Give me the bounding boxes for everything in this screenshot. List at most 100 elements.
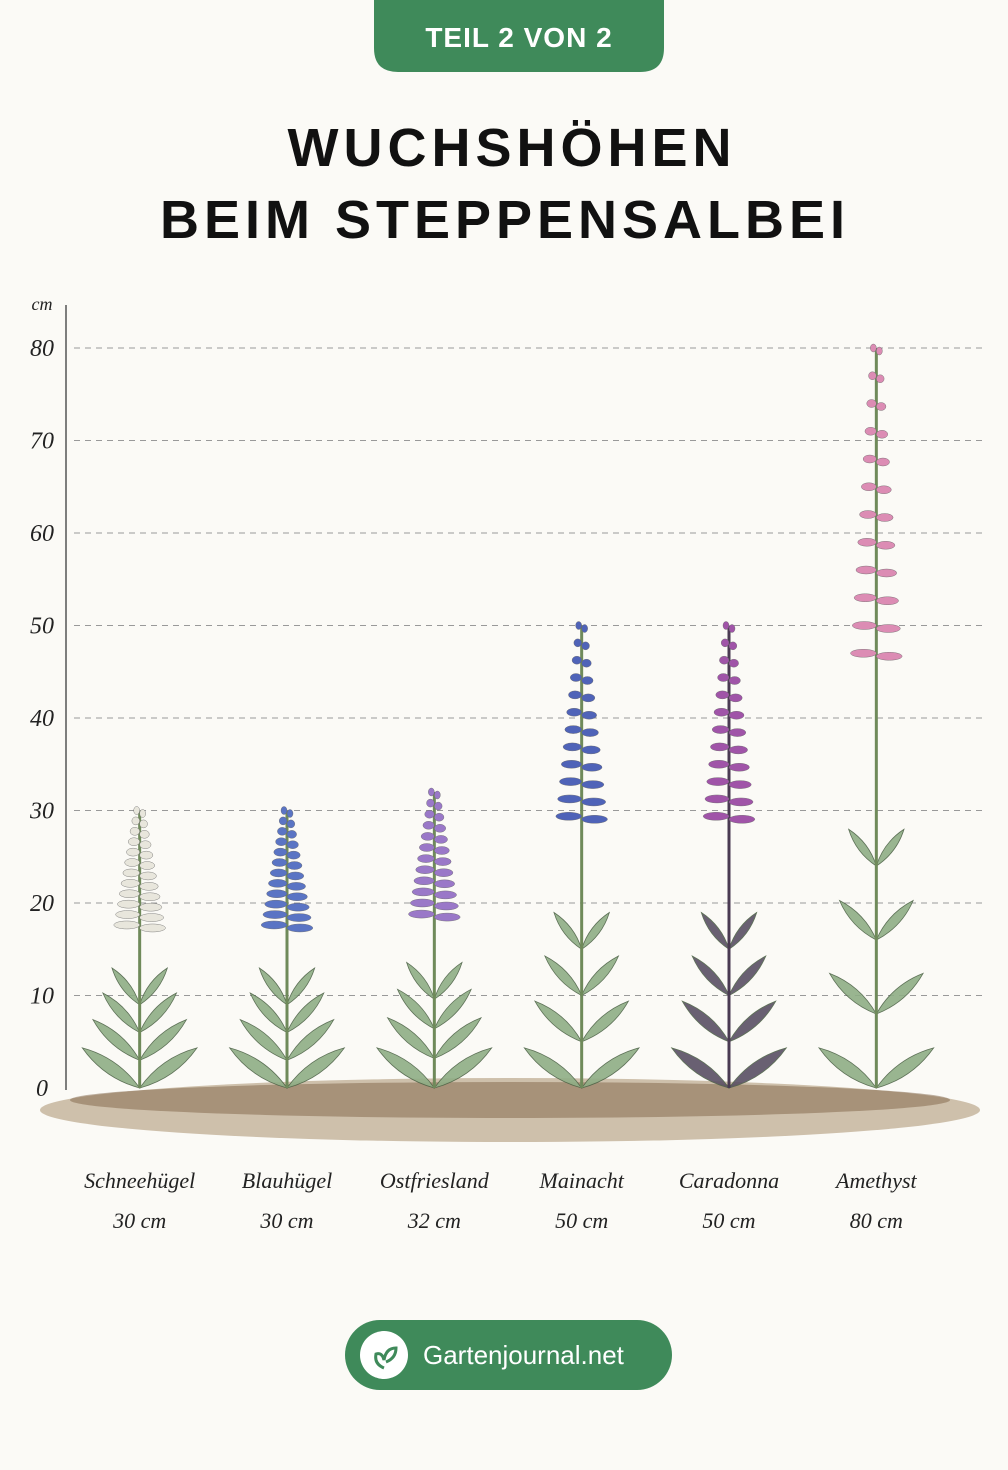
flower <box>261 920 288 930</box>
flower <box>876 374 885 383</box>
flower <box>870 343 877 353</box>
flower <box>139 850 154 860</box>
flower <box>131 816 140 826</box>
flower <box>571 655 582 665</box>
leaf <box>553 911 583 951</box>
title-line: WUCHSHÖHEN <box>288 118 737 178</box>
leaf <box>138 1047 198 1089</box>
x-tick-label: Ostfriesland <box>380 1168 490 1193</box>
leaf <box>286 1018 335 1062</box>
leaf <box>818 1047 878 1089</box>
flower <box>286 819 296 829</box>
x-tick-label: Amethyst <box>834 1168 918 1193</box>
y-tick-label: 60 <box>30 521 54 547</box>
flower <box>139 809 146 818</box>
leaf <box>249 992 288 1034</box>
flower <box>426 798 435 808</box>
flower <box>279 816 288 826</box>
flower <box>876 596 899 605</box>
flower <box>876 624 901 633</box>
flower <box>434 813 445 822</box>
flower <box>126 847 140 857</box>
flower <box>728 624 736 633</box>
flower <box>410 898 435 908</box>
flower <box>428 787 435 797</box>
leaf <box>286 992 325 1034</box>
flower <box>864 427 877 436</box>
flower <box>415 865 435 874</box>
flower <box>434 901 459 911</box>
flower <box>581 745 601 755</box>
flower <box>715 690 730 700</box>
soil <box>70 1082 950 1118</box>
flower <box>557 794 582 804</box>
flower <box>868 371 877 380</box>
flower <box>581 658 592 668</box>
leaf <box>239 1018 288 1062</box>
leaf <box>580 911 611 951</box>
flower <box>728 797 754 807</box>
flower <box>711 725 730 734</box>
flower <box>855 565 877 575</box>
logo-icon <box>374 1346 398 1370</box>
flower <box>866 399 877 408</box>
value-label: 80 cm <box>850 1208 903 1233</box>
flower <box>876 457 890 467</box>
flower <box>853 593 877 602</box>
flower <box>862 454 877 464</box>
flower <box>139 892 161 901</box>
leaf <box>847 828 878 867</box>
flower <box>264 899 288 909</box>
leaf <box>580 955 620 997</box>
flower <box>581 815 608 824</box>
leaf <box>111 967 141 1006</box>
flower <box>434 868 454 877</box>
leaf <box>386 1016 436 1060</box>
flower <box>566 708 582 717</box>
y-tick-label: 0 <box>36 1076 48 1102</box>
y-tick-label: 10 <box>30 984 54 1010</box>
flower <box>133 806 140 815</box>
flower <box>128 837 140 846</box>
flower <box>286 882 306 891</box>
flower <box>852 621 877 630</box>
flower <box>275 837 288 846</box>
leaf <box>875 828 905 867</box>
flower <box>286 871 304 881</box>
flower <box>286 892 308 901</box>
flower <box>139 861 155 870</box>
value-label: 30 cm <box>259 1208 313 1233</box>
flower <box>434 879 455 888</box>
leaf <box>875 972 925 1015</box>
flower <box>139 819 148 829</box>
flower <box>139 913 164 922</box>
flower <box>286 902 310 912</box>
flower <box>280 806 288 815</box>
flower <box>555 812 582 821</box>
flower <box>286 913 312 922</box>
leaf <box>258 967 288 1006</box>
flower <box>581 641 590 651</box>
value-label: 30 cm <box>112 1208 166 1233</box>
flower <box>139 871 157 881</box>
flower <box>581 624 588 633</box>
leaf <box>875 1047 935 1089</box>
y-tick-label: 40 <box>30 706 54 732</box>
flower <box>408 909 435 919</box>
flower <box>857 538 877 547</box>
flower <box>876 485 892 494</box>
leaf <box>81 1047 141 1089</box>
leaf <box>728 1047 788 1089</box>
flower <box>286 861 303 870</box>
leaf <box>700 911 730 951</box>
flower <box>434 890 457 900</box>
flower <box>850 649 877 658</box>
flower <box>119 889 140 898</box>
badge-text: TEIL 2 VON 2 <box>425 22 612 53</box>
flower <box>728 693 743 703</box>
leaf <box>138 1018 188 1062</box>
flower <box>861 482 877 491</box>
leaf <box>875 899 914 941</box>
